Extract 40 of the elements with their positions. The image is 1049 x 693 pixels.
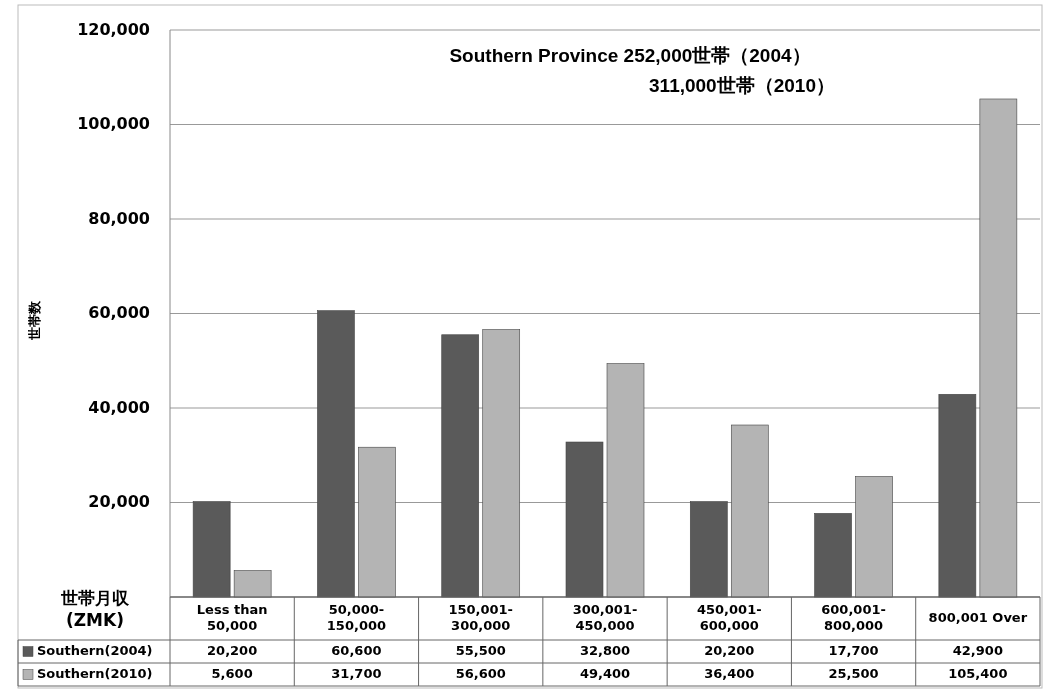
x-axis-title: 世帯月収 (ZMK): [60, 588, 130, 630]
data-label: 49,400: [579, 666, 631, 681]
text: 311,000世帯（2010）: [649, 75, 835, 97]
bar: [358, 446, 396, 598]
x-tick-label: 800,001 Over: [928, 610, 1028, 625]
x-tick-label: Less than 50,000: [196, 601, 268, 634]
x-tick-label: 150,001- 300,000: [448, 601, 514, 634]
data-label: 105,400: [948, 666, 1008, 681]
bar: [233, 570, 272, 598]
legend-label: Southern(2004): [37, 643, 153, 658]
data-label: 25,500: [828, 666, 879, 681]
x-tick-label: 50,000- 150,000: [326, 601, 387, 634]
data-label: 55,500: [455, 643, 506, 658]
y-tick-label: 120,000: [77, 19, 150, 39]
y-axis-title: 世帯数: [26, 299, 42, 341]
x-tick-label: 600,001- 800,000: [821, 601, 886, 634]
data-label: 36,400: [704, 666, 755, 681]
y-tick-label: 60,000: [88, 303, 150, 322]
data-label: 20,200: [704, 643, 755, 658]
data-label: 42,900: [952, 643, 1003, 658]
data-label: 5,600: [211, 666, 253, 681]
data-label: 31,700: [331, 666, 382, 681]
bar: [855, 476, 893, 598]
x-tick-label: 450,001- 600,000: [696, 601, 762, 634]
legend-label: Southern(2010): [37, 666, 153, 681]
data-label: 56,600: [455, 666, 506, 681]
bar: [730, 424, 769, 598]
data-label: 60,600: [331, 643, 382, 658]
bar: [979, 98, 1018, 598]
data-label: 17,700: [828, 643, 879, 658]
y-tick-label: 80,000: [88, 208, 150, 228]
bar: [482, 329, 521, 598]
data-label: 20,200: [207, 643, 258, 658]
y-tick-label: 100,000: [77, 114, 150, 133]
data-label: 32,800: [579, 643, 631, 658]
y-tick-label: 40,000: [88, 397, 150, 417]
y-tick-label: 20,000: [88, 492, 150, 511]
x-tick-label: 300,001- 450,000: [572, 601, 638, 634]
text: Southern Province 252,000世帯（2004）: [449, 45, 811, 67]
bar: [606, 363, 645, 598]
